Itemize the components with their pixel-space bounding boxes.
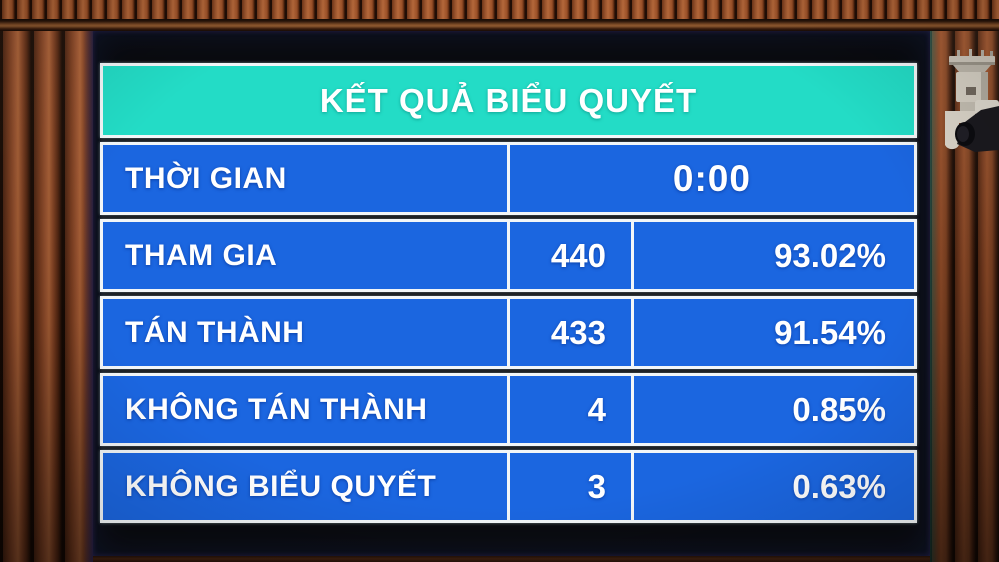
wood-rail	[0, 19, 999, 31]
row-value: 0:00	[506, 145, 914, 212]
row-label: THỜI GIAN	[125, 161, 287, 195]
voting-results-board: KẾT QUẢ BIỂU QUYẾT THỜI GIAN 0:00 THAM G…	[100, 63, 917, 523]
table-row-participating: THAM GIA 440 93.02%	[100, 219, 917, 292]
table-row-approve: TÁN THÀNH 433 91.54%	[100, 296, 917, 369]
row-count: 4	[506, 376, 631, 443]
row-label: TÁN THÀNH	[125, 315, 305, 349]
row-percent: 0.85%	[630, 376, 914, 443]
wood-slat-band-top	[0, 0, 999, 19]
security-camera	[945, 49, 999, 152]
row-count: 433	[506, 299, 631, 366]
table-row-disapprove: KHÔNG TÁN THÀNH 4 0.85%	[100, 373, 917, 446]
table-row-abstain: KHÔNG BIỂU QUYẾT 3 0.63%	[100, 450, 917, 523]
row-percent: 93.02%	[630, 222, 914, 289]
row-count: 3	[506, 453, 631, 520]
row-percent: 91.54%	[630, 299, 914, 366]
row-label: THAM GIA	[125, 238, 278, 272]
table-row-time: THỜI GIAN 0:00	[100, 142, 917, 215]
board-title: KẾT QUẢ BIỂU QUYẾT	[319, 81, 698, 119]
board-header: KẾT QUẢ BIỂU QUYẾT	[100, 63, 917, 138]
row-count: 440	[506, 222, 631, 289]
wood-wall-left	[0, 31, 93, 562]
wood-sill	[93, 554, 930, 562]
wall-shading	[0, 31, 93, 562]
row-percent: 0.63%	[630, 453, 914, 520]
led-voting-screen: KẾT QUẢ BIỂU QUYẾT THỜI GIAN 0:00 THAM G…	[93, 31, 930, 556]
row-label: KHÔNG BIỂU QUYẾT	[125, 469, 437, 503]
row-label: KHÔNG TÁN THÀNH	[125, 392, 428, 426]
